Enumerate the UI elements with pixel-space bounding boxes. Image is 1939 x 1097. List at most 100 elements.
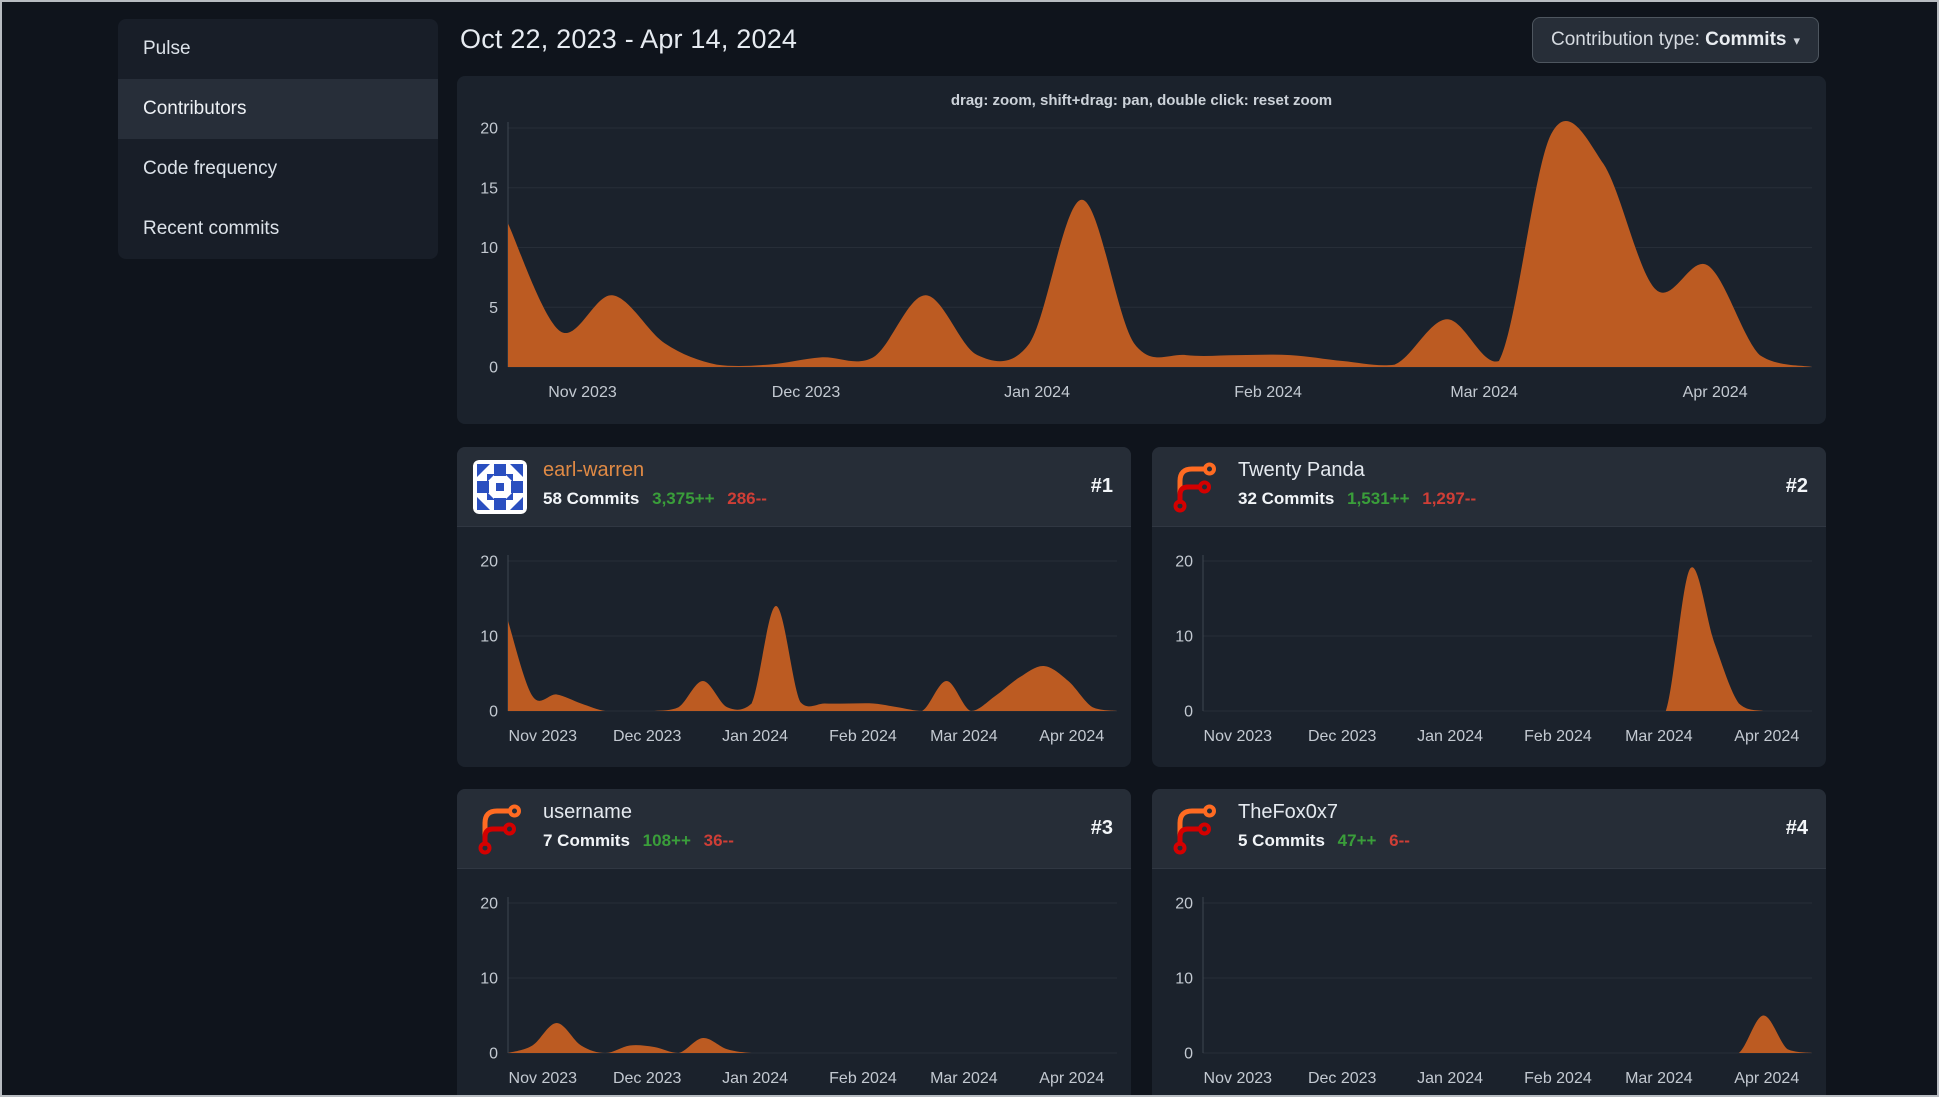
svg-text:20: 20 (480, 554, 498, 571)
contributor-card-4: TheFox0x7 5 Commits 47++ 6-- #4 0 10 20 Nov… (1152, 789, 1826, 1097)
svg-text:Feb 2024: Feb 2024 (1234, 384, 1302, 401)
contributor-name: Twenty Panda (1238, 459, 1365, 481)
svg-text:Apr 2024: Apr 2024 (1734, 728, 1799, 745)
svg-text:Nov 2023: Nov 2023 (509, 1070, 578, 1087)
contributor-card-3: username 7 Commits 108++ 36-- #3 0 10 20 No… (457, 789, 1131, 1097)
svg-text:Mar 2024: Mar 2024 (1625, 728, 1693, 745)
svg-text:Nov 2023: Nov 2023 (1204, 1070, 1273, 1087)
svg-text:Dec 2023: Dec 2023 (1308, 728, 1377, 745)
contributor-name: TheFox0x7 (1238, 801, 1339, 823)
date-range-title: Oct 22, 2023 - Apr 14, 2024 (460, 24, 798, 54)
contributor-chart[interactable]: 0 10 20 Nov 2023 Dec 2023 Jan 2024 Feb 2024 Mar… (457, 527, 1131, 767)
forgejo-logo-avatar (478, 804, 521, 855)
overall-contributions-panel: drag: zoom, shift+drag: pan, double clic… (457, 76, 1826, 424)
contribution-type-label: Contribution type: (1550, 29, 1700, 50)
contributor-chart[interactable]: 0 10 20 Nov 2023 Dec 2023 Jan 2024 Feb 2024 Mar… (1152, 869, 1826, 1097)
svg-text:Jan 2024: Jan 2024 (722, 1070, 788, 1087)
svg-text:Feb 2024: Feb 2024 (1524, 1070, 1592, 1087)
svg-text:Dec 2023: Dec 2023 (613, 1070, 682, 1087)
svg-text:10: 10 (480, 971, 498, 988)
main-content: Oct 22, 2023 - Apr 14, 2024 Contribution… (457, 2, 1826, 1097)
contributor-chart[interactable]: 0 10 20 Nov 2023 Dec 2023 Jan 2024 Feb 2024 Mar… (1152, 527, 1826, 767)
chart-zoom-hint: drag: zoom, shift+drag: pan, double clic… (950, 92, 1333, 109)
contributor-chart[interactable]: 0 10 20 Nov 2023 Dec 2023 Jan 2024 Feb 2024 Mar… (457, 869, 1131, 1097)
contributor-rank: #4 (1785, 817, 1808, 839)
contributor-stats: 58 Commits 3,375++ 286-- (543, 489, 767, 509)
svg-text:Feb 2024: Feb 2024 (829, 1070, 897, 1087)
additions-count: 47++ (1337, 831, 1377, 850)
svg-text:Nov 2023: Nov 2023 (509, 728, 578, 745)
svg-text:Nov 2023: Nov 2023 (1204, 728, 1273, 745)
svg-text:Dec 2023: Dec 2023 (613, 728, 682, 745)
additions-count: 3,375++ (652, 489, 715, 508)
contribution-type-value: Commits (1705, 29, 1787, 50)
svg-text:Apr 2024: Apr 2024 (1039, 1070, 1104, 1087)
svg-text:Jan 2024: Jan 2024 (1417, 728, 1483, 745)
additions-count: 1,531++ (1347, 489, 1410, 508)
svg-text:Mar 2024: Mar 2024 (930, 1070, 998, 1087)
sidebar-item-recent-commits[interactable]: Recent commits (143, 218, 280, 239)
contributor-card-header: TheFox0x7 5 Commits 47++ 6-- #4 (1152, 789, 1826, 869)
contributor-card-header: earl-warren 58 Commits 3,375++ 286-- #1 (457, 447, 1131, 527)
additions-count: 108++ (642, 831, 691, 850)
svg-text:20: 20 (1175, 554, 1193, 571)
svg-text:0: 0 (489, 360, 498, 377)
contributor-card-2: Twenty Panda 32 Commits 1,531++ 1,297-- … (1152, 447, 1826, 767)
contributor-rank: #3 (1090, 817, 1113, 839)
svg-text:10: 10 (1175, 971, 1193, 988)
svg-text:Dec 2023: Dec 2023 (772, 384, 841, 401)
commit-count: 7 Commits (543, 831, 630, 850)
deletions-count: 36-- (703, 831, 734, 850)
contributor-rank: #1 (1090, 475, 1113, 497)
svg-text:Apr 2024: Apr 2024 (1039, 728, 1104, 745)
commit-count: 58 Commits (543, 489, 640, 508)
svg-text:10: 10 (480, 629, 498, 646)
svg-text:Mar 2024: Mar 2024 (1450, 384, 1518, 401)
svg-text:0: 0 (489, 1046, 498, 1063)
commit-count: 32 Commits (1238, 489, 1335, 508)
contributor-stats: 7 Commits 108++ 36-- (543, 831, 734, 851)
commit-count: 5 Commits (1238, 831, 1325, 850)
svg-text:20: 20 (480, 121, 498, 138)
svg-text:15: 15 (480, 180, 498, 197)
deletions-count: 286-- (727, 489, 767, 508)
svg-text:Feb 2024: Feb 2024 (829, 728, 897, 745)
svg-text:Mar 2024: Mar 2024 (1625, 1070, 1693, 1087)
svg-text:20: 20 (1175, 896, 1193, 913)
svg-text:0: 0 (1184, 704, 1193, 721)
svg-text:Jan 2024: Jan 2024 (1417, 1070, 1483, 1087)
sidebar-item-code-frequency[interactable]: Code frequency (143, 158, 278, 179)
svg-text:5: 5 (489, 300, 498, 317)
contributor-name[interactable]: earl-warren (543, 459, 645, 481)
contributor-card-header: Twenty Panda 32 Commits 1,531++ 1,297-- … (1152, 447, 1826, 527)
svg-text:10: 10 (480, 240, 498, 257)
svg-text:0: 0 (1184, 1046, 1193, 1063)
sidebar-item-pulse[interactable]: Pulse (143, 38, 191, 59)
contributor-stats: 32 Commits 1,531++ 1,297-- (1238, 489, 1476, 509)
svg-text:Apr 2024: Apr 2024 (1683, 384, 1748, 401)
activity-sidebar: Pulse Contributors Code frequency Recent… (118, 19, 438, 259)
contributor-stats: 5 Commits 47++ 6-- (1238, 831, 1410, 851)
svg-text:20: 20 (480, 896, 498, 913)
svg-text:Feb 2024: Feb 2024 (1524, 728, 1592, 745)
svg-text:Apr 2024: Apr 2024 (1734, 1070, 1799, 1087)
contributor-card-header: username 7 Commits 108++ 36-- #3 (457, 789, 1131, 869)
deletions-count: 1,297-- (1422, 489, 1477, 508)
forgejo-logo-avatar (1173, 804, 1216, 855)
svg-text:Nov 2023: Nov 2023 (548, 384, 617, 401)
svg-text:Dec 2023: Dec 2023 (1308, 1070, 1377, 1087)
identicon-avatar[interactable] (473, 460, 527, 514)
contributor-name: username (543, 801, 632, 823)
contribution-type-dropdown[interactable]: Contribution type: Commits ▾ (1531, 17, 1819, 63)
svg-text:Jan 2024: Jan 2024 (1004, 384, 1070, 401)
svg-text:Mar 2024: Mar 2024 (930, 728, 998, 745)
svg-text:Jan 2024: Jan 2024 (722, 728, 788, 745)
svg-text:10: 10 (1175, 629, 1193, 646)
contributor-rank: #2 (1785, 475, 1808, 497)
sidebar-item-contributors[interactable]: Contributors (118, 79, 438, 139)
contributor-card-1: earl-warren 58 Commits 3,375++ 286-- #1 … (457, 447, 1131, 767)
overall-contributions-chart[interactable]: 0 5 10 15 20 Nov 2023 Dec 2023 Jan 2024 Feb 2024… (457, 76, 1826, 424)
deletions-count: 6-- (1389, 831, 1410, 850)
svg-text:0: 0 (489, 704, 498, 721)
